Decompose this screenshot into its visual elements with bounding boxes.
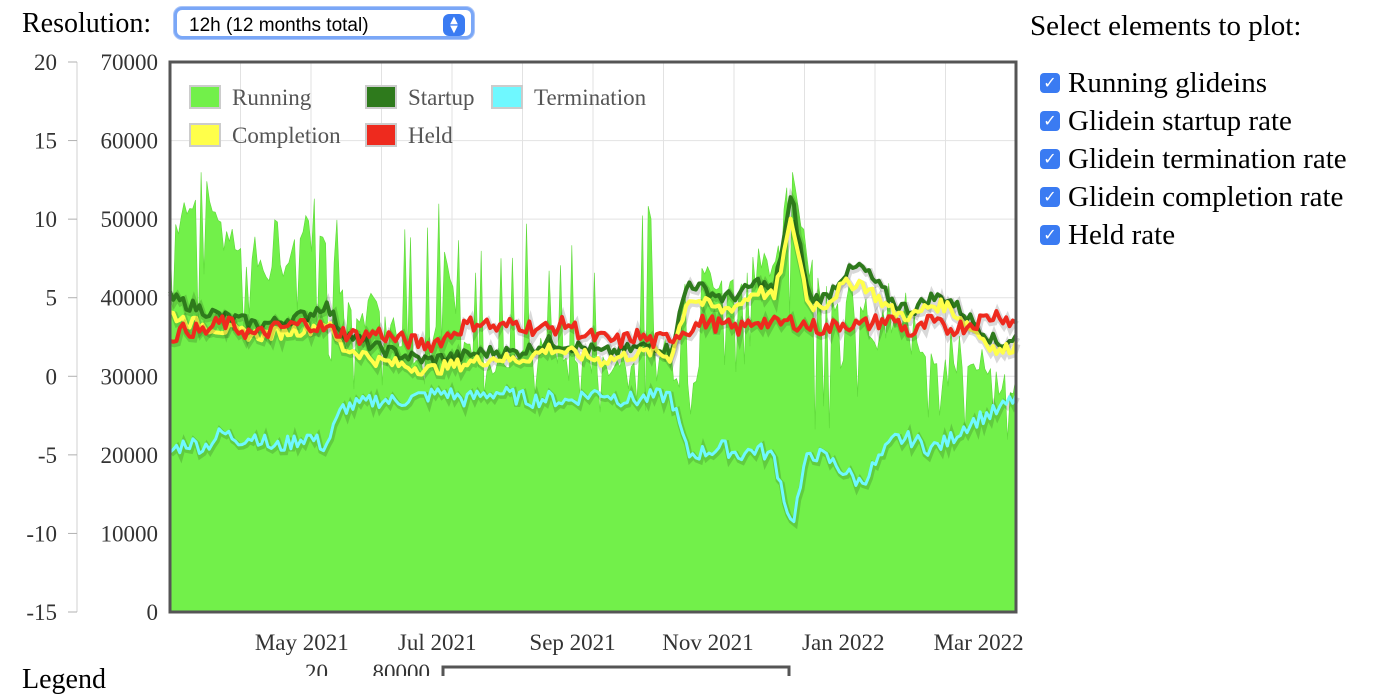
checkbox-held-rate[interactable]: ✓ Held rate <box>1040 216 1347 254</box>
checkbox-glidein-startup-rate[interactable]: ✓ Glidein startup rate <box>1040 102 1347 140</box>
next-chart-right-tick: 80000 <box>373 660 431 676</box>
right-axis-tick-label: 40000 <box>101 286 159 311</box>
left-axis-tick-label: 20 <box>34 50 57 75</box>
left-axis-tick-label: -5 <box>38 443 57 468</box>
next-chart-frame <box>441 665 791 676</box>
checkbox-label: Glidein completion rate <box>1068 180 1344 213</box>
legend-swatch <box>189 123 221 147</box>
x-axis-tick-label: Mar 2022 <box>934 630 1024 655</box>
termination-line <box>169 385 1018 524</box>
legend-label: Completion <box>232 123 341 148</box>
right-axis-tick-label: 10000 <box>101 521 159 546</box>
checkbox-label: Glidein startup rate <box>1068 104 1292 137</box>
x-axis-tick-label: May 2021 <box>255 630 349 655</box>
right-axis-tick-label: 60000 <box>101 129 159 154</box>
next-section-label: Legend <box>22 664 106 695</box>
elements-checklist: ✓ Running glideins ✓ Glidein startup rat… <box>1040 64 1347 254</box>
plot-frame <box>168 60 1018 614</box>
glidein-rates-chart: 20 15 10 5 0 -5 -10 -15 70000 60000 50000 40000 3000… <box>26 50 1024 676</box>
right-axis-tick-label: 50000 <box>101 207 159 232</box>
checkbox-checked-icon[interactable]: ✓ <box>1040 225 1060 245</box>
left-axis-tick-label: 10 <box>34 207 57 232</box>
startup-line <box>168 195 1018 367</box>
checkbox-label: Held rate <box>1068 218 1176 251</box>
checkbox-checked-icon[interactable]: ✓ <box>1040 149 1060 169</box>
checkbox-checked-icon[interactable]: ✓ <box>1040 187 1060 207</box>
legend-label: Termination <box>534 85 647 110</box>
checkbox-label: Running glideins <box>1068 66 1267 99</box>
legend-swatch <box>365 85 397 109</box>
legend-swatch <box>491 85 523 109</box>
next-chart-left-tick: 20 <box>305 660 328 676</box>
elements-panel-title: Select elements to plot: <box>1030 10 1302 42</box>
resolution-selected-value: 12h (12 months total) <box>189 15 369 36</box>
legend-swatch <box>189 85 221 109</box>
x-axis-tick-label: Jan 2022 <box>802 630 884 655</box>
left-axis-tick-label: 15 <box>34 129 57 154</box>
held-line <box>169 309 1018 354</box>
checkbox-label: Glidein termination rate <box>1068 142 1347 175</box>
right-axis-tick-label: 70000 <box>101 50 159 75</box>
checkbox-running-glideins[interactable]: ✓ Running glideins <box>1040 64 1347 102</box>
left-axis-tick-label: 5 <box>46 286 58 311</box>
right-axis-tick-label: 20000 <box>101 443 159 468</box>
checkbox-glidein-termination-rate[interactable]: ✓ Glidein termination rate <box>1040 140 1347 178</box>
x-axis-tick-label: Jul 2021 <box>398 630 477 655</box>
select-arrows-icon: ▲ ▼ <box>443 14 465 36</box>
right-axis-tick-label: 0 <box>147 600 159 625</box>
left-axis-tick-label: 0 <box>46 364 58 389</box>
x-axis-tick-label: Sep 2021 <box>529 630 615 655</box>
legend-swatch <box>365 123 397 147</box>
left-axis-tick-label: -15 <box>26 600 57 625</box>
legend-label: Running <box>232 85 312 110</box>
legend-label: Startup <box>408 85 474 110</box>
resolution-select[interactable]: 12h (12 months total) ▲ ▼ <box>174 7 474 39</box>
resolution-label: Resolution: <box>22 8 152 39</box>
x-axis-tick-label: Nov 2021 <box>662 630 753 655</box>
legend-label: Held <box>408 123 453 148</box>
checkbox-checked-icon[interactable]: ✓ <box>1040 111 1060 131</box>
checkbox-checked-icon[interactable]: ✓ <box>1040 73 1060 93</box>
checkbox-glidein-completion-rate[interactable]: ✓ Glidein completion rate <box>1040 178 1347 216</box>
right-axis-tick-label: 30000 <box>101 364 159 389</box>
left-axis-tick-label: -10 <box>26 521 57 546</box>
